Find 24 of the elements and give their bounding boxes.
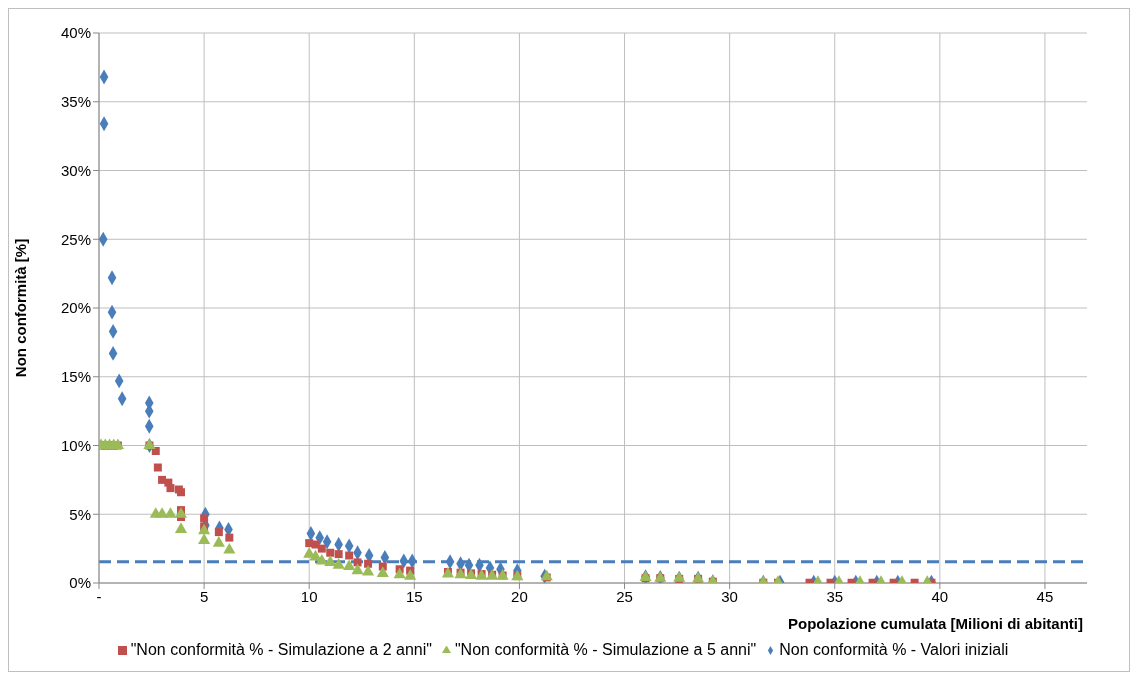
y-tick-label: 10%: [60, 436, 91, 454]
y-tick-label: 0%: [69, 574, 91, 592]
x-tick-label: 30: [721, 587, 738, 605]
x-axis-title: Popolazione cumulata [Milioni di abitanti]: [787, 615, 1083, 632]
y-tick-label: 20%: [60, 299, 91, 317]
x-tick-label: 40: [931, 587, 949, 605]
x-tick-label: 10: [300, 587, 318, 605]
y-tick-label: 35%: [60, 93, 91, 111]
x-tick-label: 20: [511, 587, 528, 605]
x-tick-label: 5: [199, 587, 209, 605]
x-tick-label: 15: [405, 587, 423, 605]
x-tick-label: 25: [616, 587, 633, 605]
x-tick-label: 35: [826, 587, 844, 605]
legend-label: "Non conformità % - Simulazione a 5 anni": [454, 641, 757, 658]
y-tick-label: 15%: [60, 368, 91, 386]
y-tick-label: 30%: [60, 161, 91, 179]
x-tick-label: 45: [1036, 587, 1054, 605]
legend-label: Non conformità % - Valori iniziali: [779, 641, 1009, 658]
x-tick-label: -: [96, 587, 102, 605]
y-tick-label: 5%: [69, 505, 91, 523]
y-tick-label: 40%: [60, 24, 91, 42]
y-tick-label: 25%: [60, 230, 91, 248]
y-axis-title: Non conformità [%]: [12, 238, 30, 378]
legend-label: "Non conformità % - Simulazione a 2 anni": [130, 641, 432, 658]
